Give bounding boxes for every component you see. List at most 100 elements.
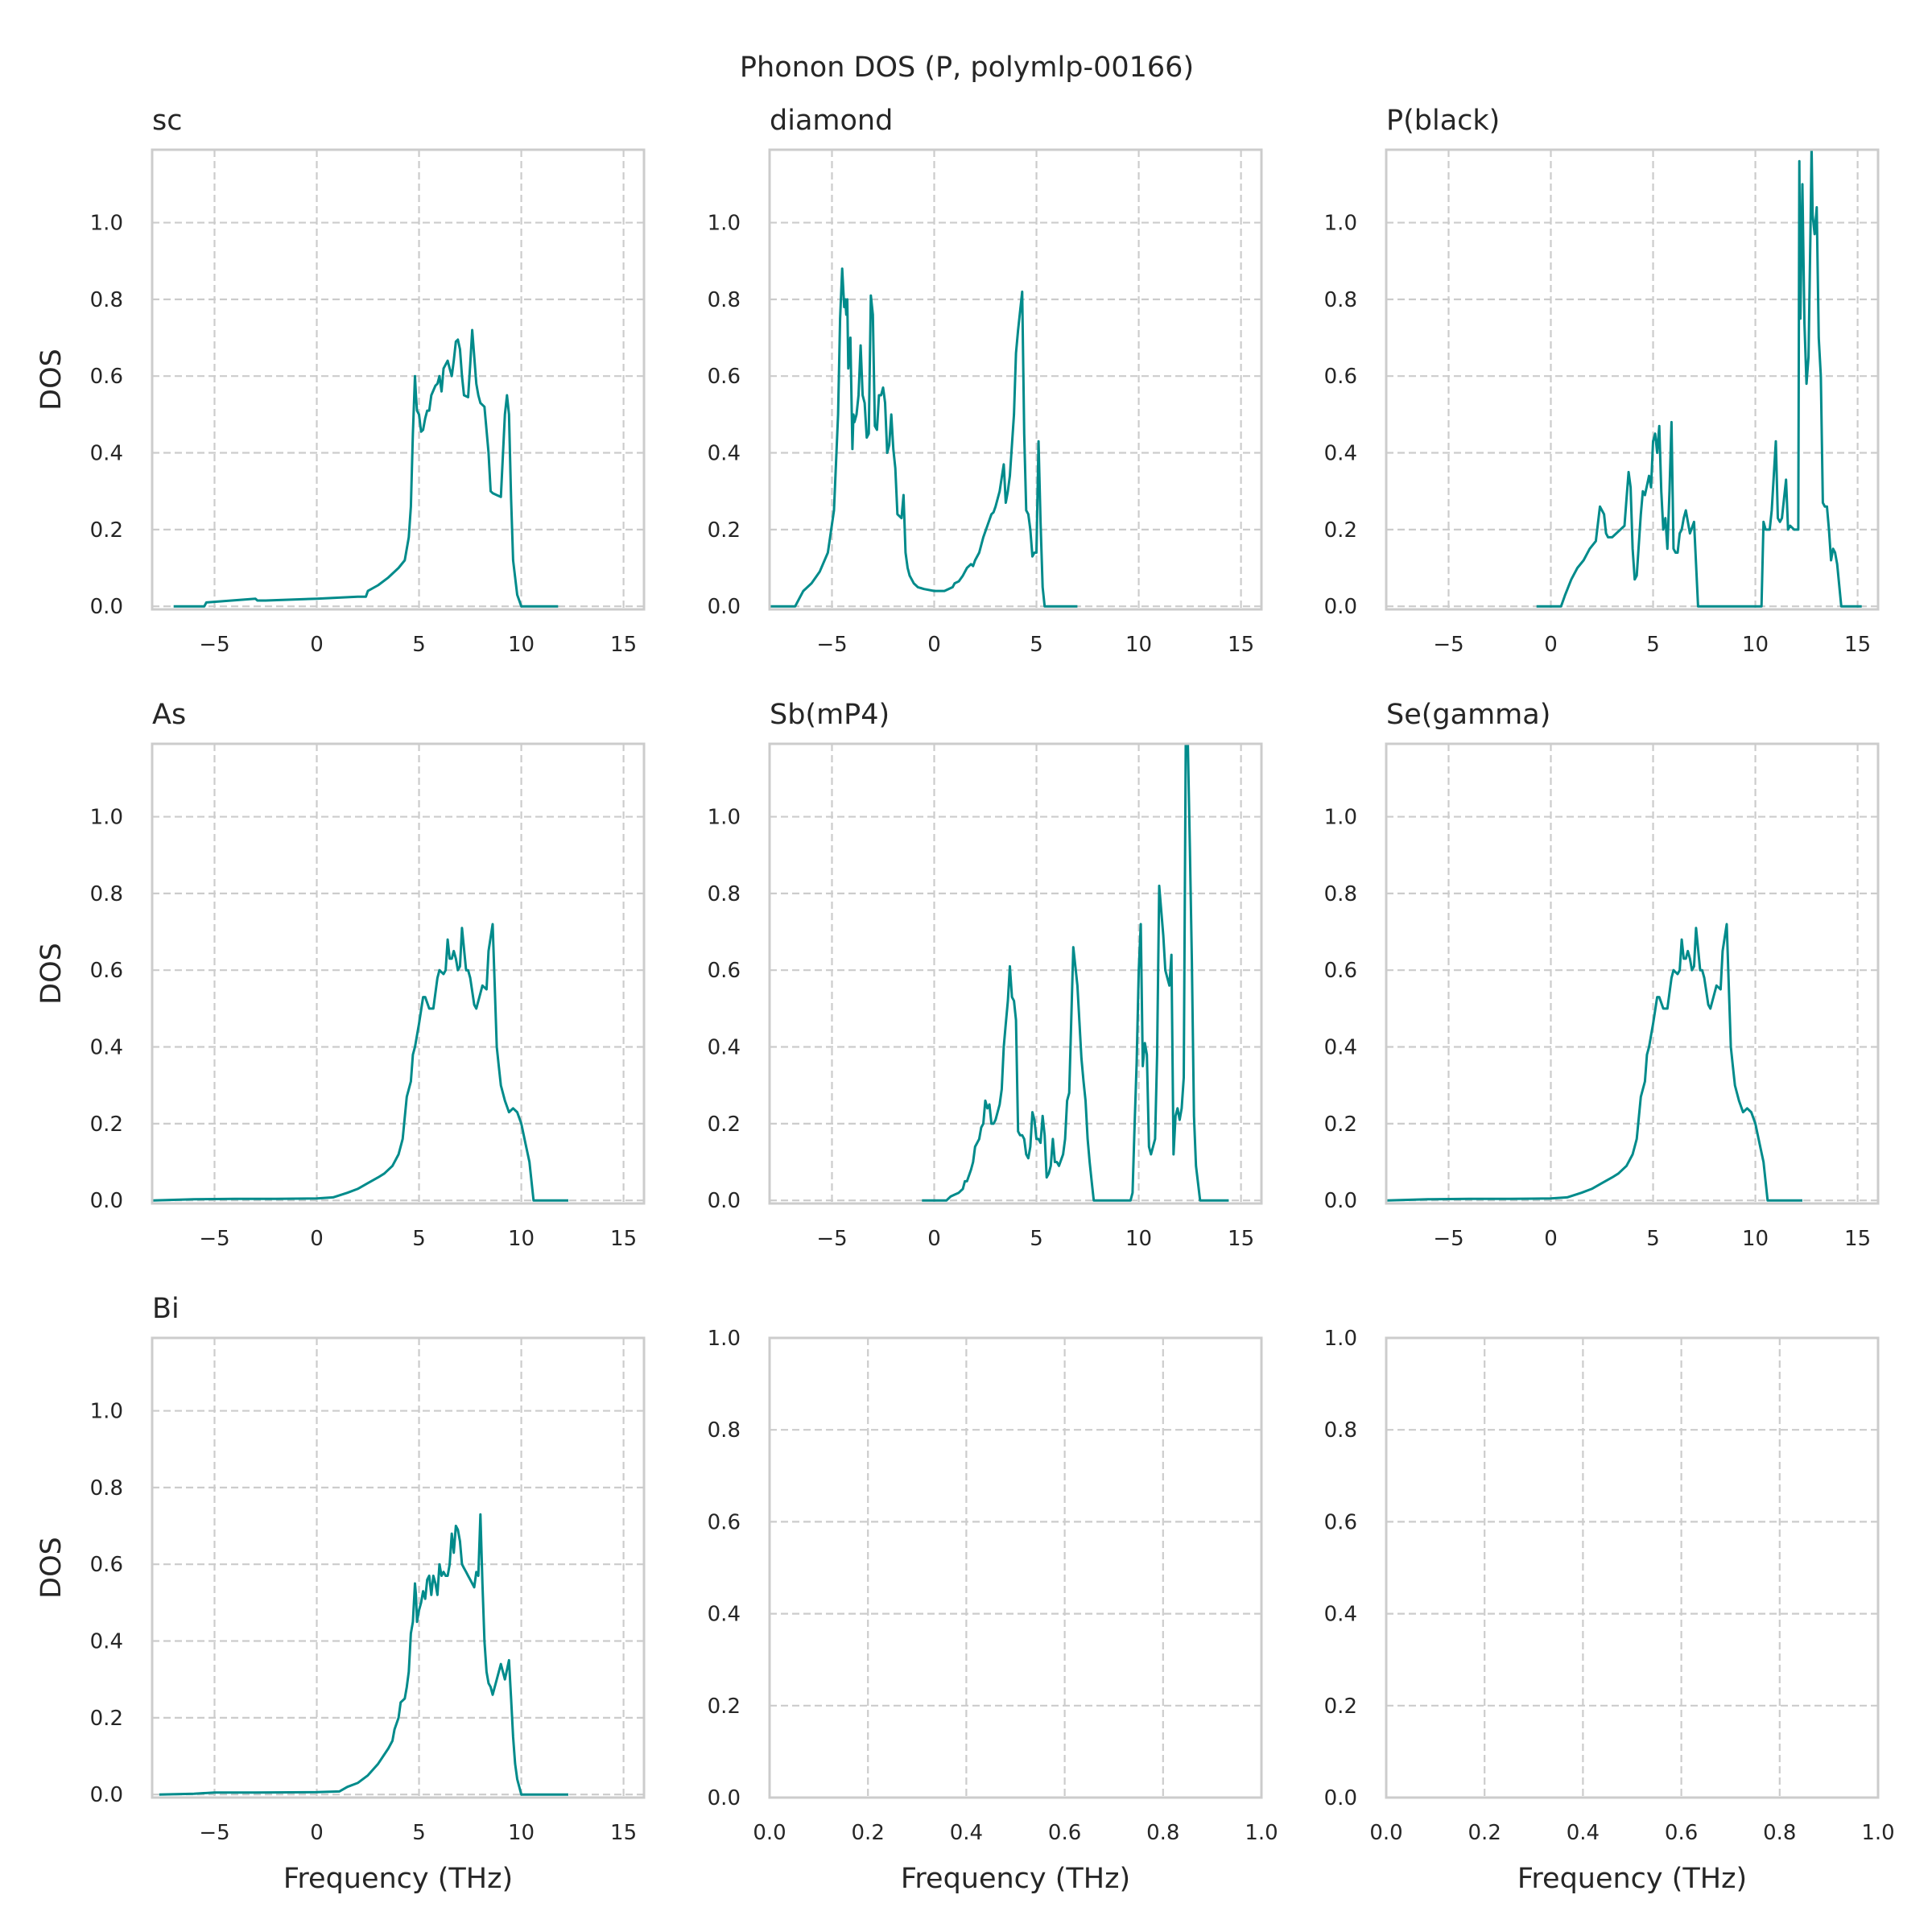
- y-tick-label: 0.0: [90, 595, 123, 619]
- x-tick-label: 0.0: [1369, 1821, 1402, 1845]
- y-tick-label: 0.0: [1324, 1786, 1357, 1810]
- x-tick-label: 5: [1646, 633, 1660, 657]
- y-tick-label: 0.2: [708, 1113, 741, 1137]
- y-tick-label: 1.0: [90, 1400, 123, 1424]
- axes-frame: [1385, 148, 1880, 611]
- x-tick-label: 10: [1125, 633, 1152, 657]
- y-tick-label: 0.8: [90, 882, 123, 906]
- y-tick-label: 0.4: [1324, 1036, 1357, 1060]
- y-tick-label: 0.8: [708, 882, 741, 906]
- y-tick-label: 0.8: [1324, 288, 1357, 312]
- y-tick-label: 0.0: [90, 1189, 123, 1213]
- x-tick-label: 15: [610, 1227, 637, 1251]
- x-axis-label: Frequency (THz): [1517, 1863, 1747, 1895]
- subplot-grid: −5 0 5 10 15 0.0 0.2 0.4 0.6 0.8 1.0 sc DOS −5 0 5 10 15 0…: [35, 105, 1895, 1895]
- x-tick-label: −5: [199, 1821, 229, 1845]
- x-tick-label: 10: [1742, 1227, 1769, 1251]
- x-axis-label: Frequency (THz): [283, 1863, 513, 1895]
- y-tick-label: 0.2: [90, 1707, 123, 1731]
- y-tick-label: 0.6: [1324, 959, 1357, 983]
- y-tick-label: 0.6: [90, 1553, 123, 1577]
- x-tick-label: −5: [1433, 633, 1463, 657]
- y-tick-label: 0.6: [708, 959, 741, 983]
- y-tick-label: 0.4: [90, 442, 123, 466]
- dos-curve-as: [153, 923, 568, 1202]
- subplot-title: P(black): [1386, 105, 1500, 137]
- y-tick-label: 0.6: [1324, 1510, 1357, 1534]
- subplot-diamond: −5 0 5 10 15 0.0 0.2 0.4 0.6 0.8 1.0 diamond: [708, 105, 1263, 657]
- x-tick-label: −5: [1433, 1227, 1463, 1251]
- dos-curve-p-black: [1536, 150, 1862, 608]
- y-tick-label: 1.0: [90, 806, 123, 830]
- x-tick-label: 5: [412, 1227, 426, 1251]
- x-tick-label: 15: [1844, 1227, 1871, 1251]
- y-tick-label: 0.8: [90, 288, 123, 312]
- y-tick-label: 0.4: [708, 442, 741, 466]
- subplot-empty-8: 0.0 0.2 0.4 0.6 0.8 1.0 0.0 0.2 0.4 0.6 0.8 1.0 Freq…: [1324, 1327, 1895, 1895]
- axes-frame: [768, 742, 1263, 1205]
- x-tick-label: 0: [310, 633, 324, 657]
- y-axis-label: DOS: [35, 943, 68, 1005]
- y-tick-label: 0.4: [708, 1036, 741, 1060]
- x-tick-label: 5: [1030, 633, 1043, 657]
- x-tick-label: −5: [816, 1227, 847, 1251]
- x-tick-label: 15: [1844, 633, 1871, 657]
- x-tick-label: 0.8: [1146, 1821, 1179, 1845]
- x-tick-label: −5: [816, 633, 847, 657]
- y-tick-label: 0.4: [1324, 1603, 1357, 1627]
- y-tick-label: 0.8: [90, 1476, 123, 1501]
- y-tick-label: 0.2: [90, 518, 123, 543]
- y-tick-label: 0.8: [708, 1418, 741, 1443]
- subplot-sb-mp4: −5 0 5 10 15 0.0 0.2 0.4 0.6 0.8 1.0 Sb(mP4): [708, 699, 1263, 1251]
- dos-curve-diamond: [770, 267, 1078, 608]
- x-tick-label: 1.0: [1245, 1821, 1278, 1845]
- y-tick-label: 0.0: [708, 595, 741, 619]
- y-tick-label: 1.0: [708, 806, 741, 830]
- y-tick-label: 0.4: [90, 1036, 123, 1060]
- axes-frame: [151, 1336, 646, 1799]
- y-tick-label: 0.0: [708, 1786, 741, 1810]
- y-tick-label: 1.0: [708, 212, 741, 236]
- subplot-title: Se(gamma): [1386, 699, 1550, 731]
- y-tick-label: 0.6: [1324, 365, 1357, 389]
- y-tick-label: 1.0: [90, 212, 123, 236]
- subplot-title: Bi: [152, 1293, 180, 1325]
- x-tick-label: −5: [199, 633, 229, 657]
- y-tick-label: 0.0: [90, 1783, 123, 1807]
- subplot-se-gamma: −5 0 5 10 15 0.0 0.2 0.4 0.6 0.8 1.0 Se(gamma): [1324, 699, 1880, 1251]
- y-axis-label: DOS: [35, 349, 68, 411]
- y-tick-label: 0.8: [1324, 882, 1357, 906]
- x-tick-label: 5: [412, 633, 426, 657]
- subplot-sc: −5 0 5 10 15 0.0 0.2 0.4 0.6 0.8 1.0 sc DOS: [35, 105, 646, 657]
- y-tick-label: 0.2: [708, 518, 741, 543]
- y-tick-label: 0.0: [1324, 595, 1357, 619]
- y-tick-label: 0.2: [1324, 1113, 1357, 1137]
- x-tick-label: −5: [199, 1227, 229, 1251]
- x-tick-label: 0.6: [1048, 1821, 1081, 1845]
- x-tick-label: 0: [927, 633, 941, 657]
- dos-curve-sb-mp4: [922, 744, 1229, 1202]
- x-axis-label: Frequency (THz): [901, 1863, 1130, 1895]
- x-tick-label: 5: [412, 1821, 426, 1845]
- x-tick-label: 15: [1228, 633, 1254, 657]
- axes-frame: [151, 742, 646, 1205]
- y-tick-label: 1.0: [1324, 212, 1357, 236]
- y-tick-label: 0.6: [708, 365, 741, 389]
- y-tick-label: 0.6: [90, 365, 123, 389]
- y-tick-label: 0.4: [90, 1630, 123, 1654]
- y-tick-label: 0.0: [708, 1189, 741, 1213]
- x-tick-label: 15: [1228, 1227, 1254, 1251]
- subplot-title: As: [152, 699, 186, 731]
- x-tick-label: 0: [1544, 1227, 1558, 1251]
- y-tick-label: 0.2: [708, 1695, 741, 1719]
- x-tick-label: 0: [927, 1227, 941, 1251]
- subplot-title: sc: [152, 105, 182, 137]
- x-tick-label: 0.4: [950, 1821, 983, 1845]
- x-tick-label: 10: [508, 1227, 535, 1251]
- x-tick-label: 15: [610, 1821, 637, 1845]
- figure-title: Phonon DOS (P, polymlp-00166): [740, 52, 1194, 84]
- x-tick-label: 0.4: [1567, 1821, 1600, 1845]
- x-tick-label: 0.0: [753, 1821, 786, 1845]
- subplot-bi: −5 0 5 10 15 0.0 0.2 0.4 0.6 0.8 1.0 Bi DOS Frequency…: [35, 1293, 646, 1895]
- y-tick-label: 1.0: [1324, 1327, 1357, 1351]
